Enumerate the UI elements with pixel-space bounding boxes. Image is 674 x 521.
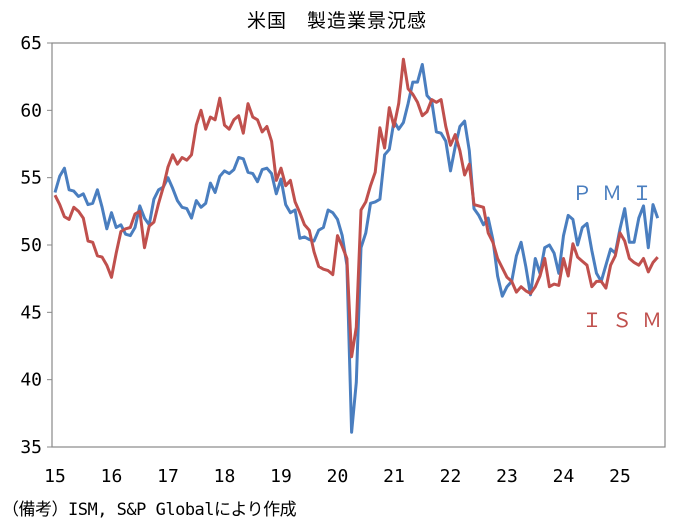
y-tick-label: 45 (20, 302, 42, 323)
x-tick-label: 25 (609, 466, 631, 487)
y-tick-label: 65 (20, 33, 42, 54)
x-tick-label: 23 (496, 466, 518, 487)
x-tick-label: 22 (440, 466, 462, 487)
x-axis: 15 16 17 18 19 20 21 22 23 24 25 (44, 466, 631, 487)
y-tick-label: 50 (20, 235, 42, 256)
x-tick-label: 19 (270, 466, 292, 487)
series-line-pmi (53, 63, 660, 434)
series-lines (53, 57, 660, 434)
x-tick-label: 24 (553, 466, 575, 487)
x-tick-label: 15 (44, 466, 66, 487)
x-tick-label: 17 (157, 466, 179, 487)
y-tick-label: 60 (20, 100, 42, 121)
legend-ism: ＩＳＭ (582, 308, 672, 332)
y-tick-label: 35 (20, 437, 42, 458)
legend-pmi: ＰＭＩ (572, 181, 662, 205)
x-tick-label: 18 (214, 466, 236, 487)
source-note: （備考）ISM, S&P Globalにより作成 (2, 500, 297, 520)
x-tick-label: 21 (383, 466, 405, 487)
y-tick-label: 40 (20, 370, 42, 391)
x-tick-label: 16 (101, 466, 123, 487)
chart-title: 米国 製造業景況感 (246, 10, 427, 32)
x-tick-label: 20 (327, 466, 349, 487)
series-line-ism (53, 57, 659, 359)
y-tick-label: 55 (20, 168, 42, 189)
y-axis: 35 40 45 50 55 60 65 (20, 33, 52, 458)
